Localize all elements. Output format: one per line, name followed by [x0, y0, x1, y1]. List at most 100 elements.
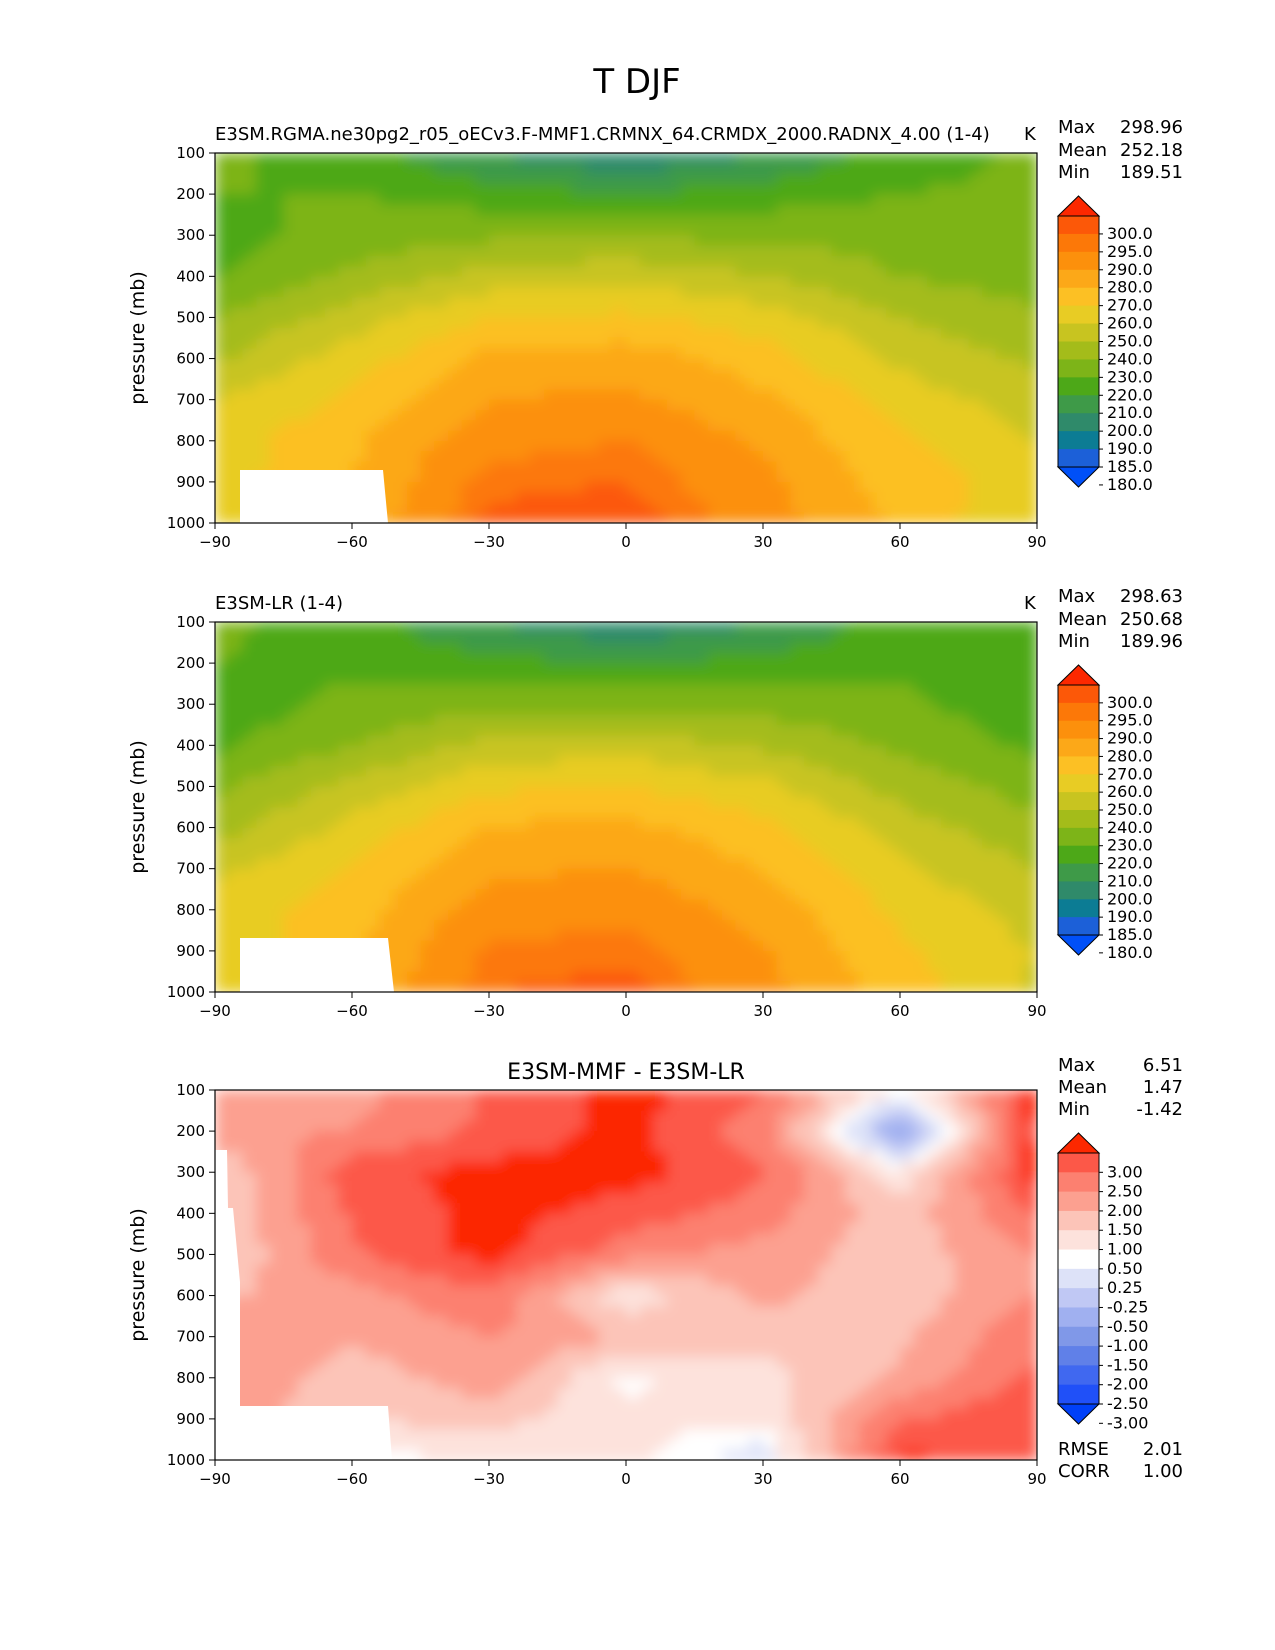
field-cell	[242, 745, 257, 757]
field-cell	[680, 502, 696, 514]
field-cell	[310, 296, 326, 308]
field-cell	[379, 807, 394, 819]
field-cell	[242, 379, 257, 391]
field-cell	[680, 183, 696, 195]
field-cell	[434, 1100, 449, 1112]
field-cell	[543, 492, 559, 504]
field-cell	[735, 481, 751, 493]
field-cell	[447, 1161, 463, 1174]
field-cell	[845, 420, 860, 432]
field-cell	[694, 296, 709, 308]
field-cell	[735, 286, 751, 298]
field-cell	[653, 796, 668, 808]
field-cell	[461, 899, 477, 911]
field-cell	[749, 796, 764, 808]
field-cell	[461, 399, 477, 411]
field-cell	[557, 173, 572, 185]
field-cell	[475, 837, 490, 849]
field-cell	[858, 714, 874, 726]
field-cell	[1023, 765, 1037, 777]
stat-min-value: 189.96	[1120, 631, 1183, 652]
field-cell	[667, 663, 682, 675]
field-cell	[804, 796, 819, 808]
field-cell	[310, 724, 326, 736]
field-cell	[941, 683, 956, 695]
field-cell	[297, 735, 312, 747]
field-cell	[900, 348, 915, 360]
field-cell	[1023, 317, 1037, 329]
field-cell	[228, 368, 244, 380]
field-cell	[324, 276, 340, 288]
stat-min-value: 189.51	[1120, 162, 1183, 183]
field-cell	[872, 235, 888, 247]
field-cell	[941, 735, 956, 747]
field-cell	[872, 950, 888, 962]
field-cell	[447, 399, 463, 411]
field-cell	[817, 420, 833, 432]
field-cell	[708, 971, 723, 983]
field-cell	[215, 1141, 230, 1153]
field-cell	[749, 409, 764, 422]
field-cell	[667, 961, 682, 973]
field-cell	[571, 1131, 586, 1143]
field-cell	[708, 153, 723, 165]
field-cell	[763, 632, 778, 644]
field-cell	[447, 755, 463, 767]
field-cell	[598, 255, 614, 267]
field-cell	[543, 899, 559, 911]
field-cell	[653, 827, 668, 839]
field-cell	[831, 868, 846, 880]
field-cell	[776, 502, 792, 514]
field-cell	[584, 837, 600, 849]
field-cell	[447, 451, 463, 463]
field-cell	[858, 735, 874, 747]
field-cell	[886, 663, 901, 675]
field-cell	[831, 307, 846, 319]
field-cell	[804, 940, 819, 952]
field-cell	[954, 868, 970, 880]
field-cell	[584, 296, 600, 308]
field-cell	[941, 971, 956, 983]
field-cell	[626, 512, 641, 523]
field-cell	[913, 255, 929, 267]
field-cell	[297, 204, 312, 216]
field-cell	[968, 889, 983, 901]
field-cell	[763, 399, 778, 411]
field-cell	[420, 704, 435, 716]
field-cell	[790, 379, 805, 391]
field-cell	[968, 276, 983, 288]
field-cell	[461, 1141, 477, 1153]
field-cell	[434, 786, 449, 798]
field-cell	[763, 735, 778, 747]
field-cell	[735, 827, 751, 839]
field-cell	[365, 837, 381, 849]
field-cell	[982, 379, 997, 391]
field-cell	[1023, 652, 1037, 664]
field-cell	[667, 837, 682, 849]
field-cell	[954, 1120, 970, 1132]
field-cell	[461, 245, 477, 257]
field-cell	[571, 163, 586, 175]
field-cell	[1009, 817, 1025, 829]
field-cell	[790, 1141, 805, 1153]
field-cell	[900, 673, 915, 685]
field-cell	[626, 409, 641, 422]
field-cell	[639, 1120, 655, 1132]
field-cell	[954, 173, 970, 185]
field-cell	[653, 255, 668, 267]
field-cell	[749, 430, 764, 442]
field-cell	[420, 430, 435, 442]
field-cell	[845, 461, 860, 473]
field-cell	[461, 981, 477, 992]
field-cell	[434, 704, 449, 716]
field-cell	[242, 673, 257, 685]
field-cell	[831, 971, 846, 983]
field-cell	[338, 827, 353, 839]
field-cell	[886, 1090, 901, 1102]
field-cell	[310, 663, 326, 675]
field-cell	[804, 409, 819, 422]
field-cell	[954, 502, 970, 514]
field-cell	[721, 673, 737, 685]
field-cell	[489, 683, 504, 695]
field-cell	[406, 642, 422, 654]
